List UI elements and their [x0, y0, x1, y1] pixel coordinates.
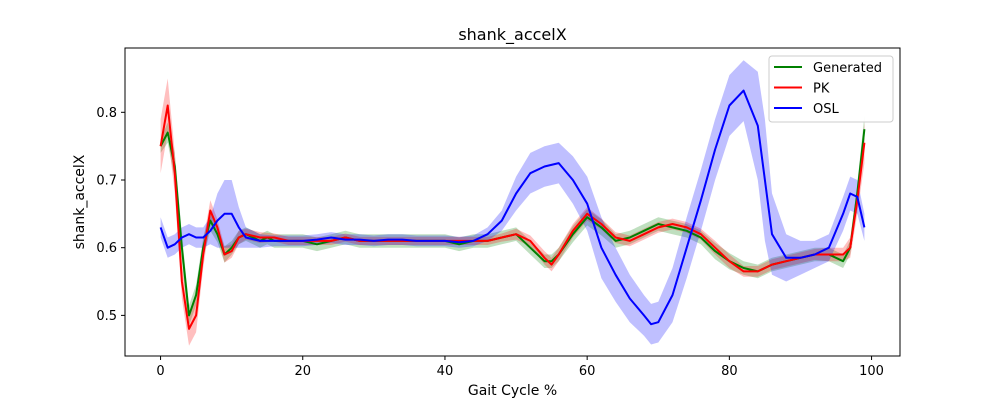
x-tick-label: 100 — [859, 364, 884, 379]
line-pk — [159, 104, 866, 330]
x-tick-label: 0 — [156, 364, 164, 379]
x-axis: 0 20 40 60 80 100 — [156, 356, 884, 379]
legend-label: OSL — [813, 102, 839, 117]
y-axis-label: shank_accelX — [72, 154, 88, 249]
legend-label: PK — [813, 82, 830, 97]
x-tick-label: 20 — [294, 364, 311, 379]
x-tick-label: 40 — [437, 364, 454, 379]
x-tick-label: 60 — [579, 364, 596, 379]
legend-box — [768, 55, 894, 123]
legend: Generated PK OSL — [768, 55, 894, 123]
y-axis: 0.5 0.6 0.7 0.8 — [96, 106, 125, 324]
y-tick-label: 0.6 — [96, 241, 117, 256]
legend-label: Generated — [813, 61, 882, 76]
line-osl — [159, 89, 866, 326]
y-tick-label: 0.7 — [96, 174, 117, 189]
series-lines — [159, 89, 866, 330]
y-tick-label: 0.8 — [96, 106, 117, 121]
x-axis-label: Gait Cycle % — [468, 383, 557, 399]
chart-title: shank_accelX — [458, 25, 566, 45]
x-tick-label: 80 — [721, 364, 738, 379]
plot-area-frame — [124, 47, 901, 357]
y-tick-label: 0.5 — [96, 309, 117, 324]
